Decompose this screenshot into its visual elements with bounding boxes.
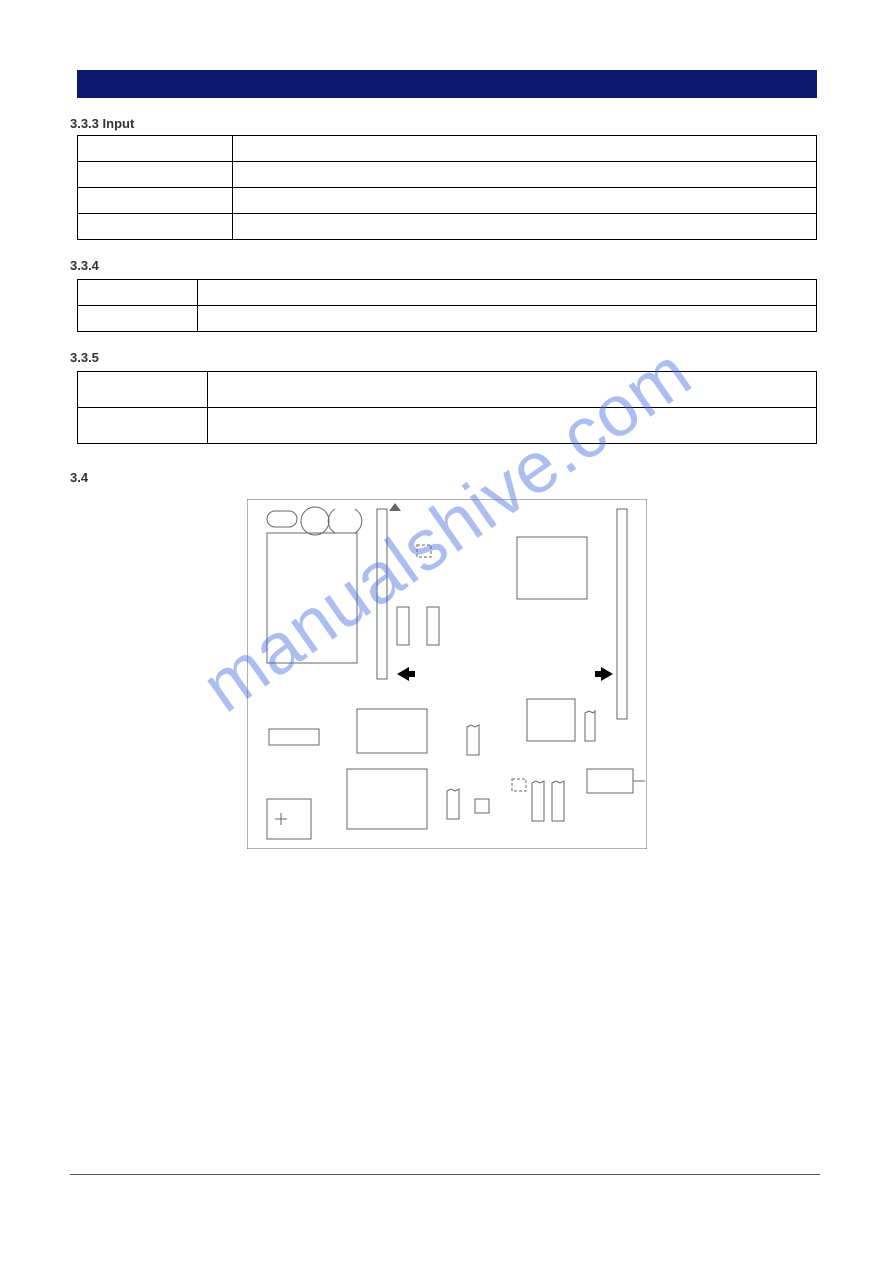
section-number: 3.3.4 xyxy=(70,258,99,273)
cell xyxy=(77,188,232,214)
cell xyxy=(77,162,232,188)
cell xyxy=(77,280,197,306)
pcb-layout-diagram xyxy=(247,499,647,859)
table-row xyxy=(77,188,816,214)
table-row xyxy=(77,162,816,188)
section-title-input: 3.3.3 Input xyxy=(70,116,823,131)
table-row xyxy=(77,214,816,240)
cell xyxy=(77,214,232,240)
cell xyxy=(232,214,816,240)
table-row xyxy=(77,372,816,408)
table-spec-c xyxy=(77,371,817,444)
table-row xyxy=(77,136,816,162)
footer-divider xyxy=(70,1174,820,1175)
cell xyxy=(232,136,816,162)
table-row xyxy=(77,306,816,332)
cell xyxy=(77,306,197,332)
section-title-3: 3.3.5 xyxy=(70,350,823,365)
header-bar xyxy=(77,70,817,98)
cell xyxy=(77,408,207,444)
diagram-number: 3.4 xyxy=(70,470,88,485)
section-number: 3.3.3 xyxy=(70,116,99,131)
cell xyxy=(232,162,816,188)
cell xyxy=(207,408,816,444)
cell xyxy=(207,372,816,408)
cell xyxy=(77,136,232,162)
table-row xyxy=(77,408,816,444)
table-input-spec xyxy=(77,135,817,240)
section-label: Input xyxy=(103,116,135,131)
diagram-title: 3.4 xyxy=(70,470,823,485)
cell xyxy=(197,280,816,306)
section-number: 3.3.5 xyxy=(70,350,99,365)
cell xyxy=(197,306,816,332)
section-title-2: 3.3.4 xyxy=(70,258,823,273)
table-spec-b xyxy=(77,279,817,332)
cell xyxy=(77,372,207,408)
table-row xyxy=(77,280,816,306)
cell xyxy=(232,188,816,214)
